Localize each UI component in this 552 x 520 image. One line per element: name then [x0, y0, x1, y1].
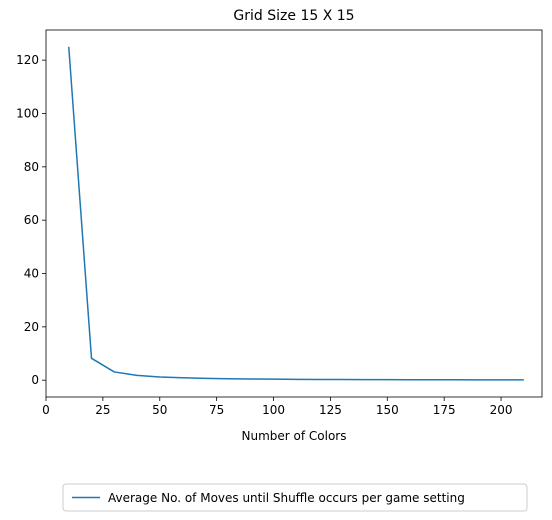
chart-title: Grid Size 15 X 15 [233, 8, 354, 24]
y-tick-label: 80 [24, 160, 39, 174]
y-tick-label: 60 [24, 213, 39, 227]
series-line-0 [68, 46, 524, 381]
legend-label: Average No. of Moves until Shuffle occur… [108, 491, 465, 505]
x-tick-label: 150 [376, 403, 399, 417]
y-tick-label: 100 [16, 106, 39, 120]
y-tick-label: 20 [24, 320, 39, 334]
x-tick-label: 25 [95, 403, 110, 417]
x-tick-label: 125 [319, 403, 342, 417]
y-tick-label: 0 [31, 373, 39, 387]
y-axis: 0 20 40 60 80 100 120 [16, 53, 46, 387]
x-tick-label: 200 [490, 403, 513, 417]
y-tick-label: 120 [16, 53, 39, 67]
legend-frame [62, 483, 528, 512]
plot-frame [45, 29, 543, 398]
x-tick-label: 50 [152, 403, 167, 417]
legend: Average No. of Moves until Shuffle occur… [62, 483, 528, 512]
x-tick-label: 75 [209, 403, 224, 417]
x-tick-label: 100 [262, 403, 285, 417]
plot-area [45, 29, 543, 398]
y-tick-label: 40 [24, 267, 39, 281]
x-tick-label: 0 [42, 403, 50, 417]
x-axis-label: Number of Colors [242, 429, 347, 443]
x-axis: 0 25 50 75 100 125 150 175 200 [42, 397, 512, 417]
x-tick-label: 175 [433, 403, 456, 417]
